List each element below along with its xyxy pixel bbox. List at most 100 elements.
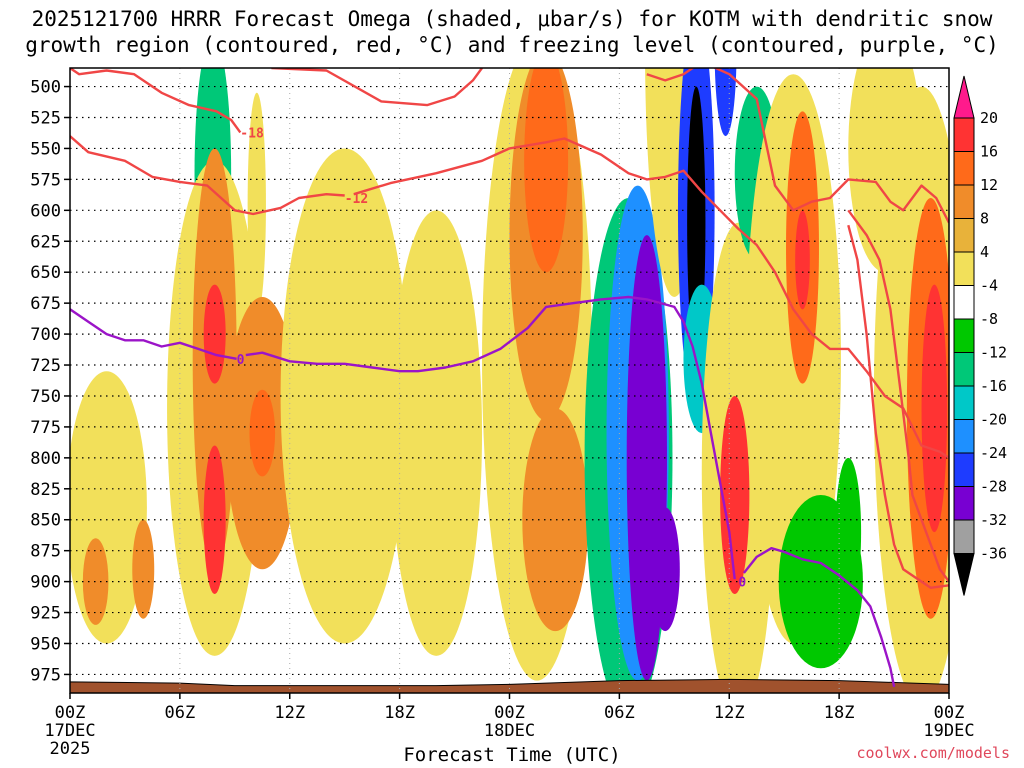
y-tick-label-900: 900 (30, 573, 61, 593)
y-tick-label-700: 700 (30, 325, 61, 345)
y-tick-label-925: 925 (30, 604, 61, 624)
omega-cell-12 (132, 519, 155, 619)
colorbar-swatch-1 (953, 151, 975, 186)
omega-cell-11 (82, 538, 109, 625)
colorbar-bottom-triangle (953, 553, 975, 596)
omega-cell-39 (921, 284, 948, 533)
colorbar-swatch-2 (953, 184, 975, 219)
x-tick-label-42: 18Z (824, 703, 855, 723)
dgz-label-0: -18 (240, 126, 264, 141)
y-tick-label-650: 650 (30, 263, 61, 283)
colorbar-swatch-7 (953, 352, 975, 387)
y-tick-label-850: 850 (30, 511, 61, 531)
colorbar-label-5: -4 (980, 277, 998, 295)
colorbar-swatch-6 (953, 318, 975, 353)
omega-shading (70, 68, 949, 693)
y-tick-label-725: 725 (30, 356, 61, 376)
colorbar-label-13: -36 (980, 545, 1007, 563)
gridlines (70, 68, 949, 693)
colorbar-swatch-8 (953, 385, 975, 420)
colorbar-label-9: -20 (980, 411, 1007, 429)
x-tick-label-30: 06Z (604, 703, 635, 723)
y-tick-label-750: 750 (30, 387, 61, 407)
colorbar-swatch-3 (953, 218, 975, 253)
omega-cell-29 (720, 395, 750, 594)
colorbar-swatch-5 (953, 285, 975, 320)
omega-cell-27 (714, 68, 737, 137)
chart-title-line-2: growth region (contoured, red, °C) and f… (25, 33, 999, 57)
x-tick-date-48: 19DEC (923, 721, 974, 741)
colorbar-label-11: -28 (980, 478, 1007, 496)
colorbar-label-10: -24 (980, 444, 1007, 462)
dgz-line-6 (847, 224, 949, 589)
omega-cell-14 (390, 210, 483, 656)
dgz-line-1 (70, 135, 345, 216)
x-tick-date-24: 18DEC (484, 721, 535, 741)
y-tick-label-600: 600 (30, 201, 61, 221)
y-tick-label-800: 800 (30, 449, 61, 469)
colorbar-label-0: 20 (980, 109, 998, 127)
colorbar-swatch-0 (953, 117, 975, 152)
x-tick-label-24: 00Z (494, 703, 525, 723)
y-tick-label-675: 675 (30, 294, 61, 314)
credit-text: coolwx.com/models (856, 744, 1010, 762)
colorbar-label-8: -16 (980, 377, 1007, 395)
dendritic-growth-contours: -18 -12 (70, 68, 949, 589)
freezing-line-3 (742, 547, 896, 688)
colorbar: 20 16 12 8 4 -4 -8 -12 -16 -20 -24 -28 -32 -36 (953, 75, 1007, 596)
x-tick-year-0: 2025 (50, 739, 91, 759)
x-tick-date-0: 17DEC (44, 721, 95, 741)
omega-cell-13 (280, 148, 409, 644)
dgz-line-5 (847, 209, 949, 583)
x-tick-label-0: 00Z (55, 703, 86, 723)
dgz-line-2 (353, 137, 949, 459)
freezing-line-1 (245, 295, 736, 580)
y-tick-label-550: 550 (30, 139, 61, 159)
freezing-label-0: 0 (237, 353, 245, 368)
omega-cell-22 (650, 507, 680, 632)
x-tick-label-6: 06Z (165, 703, 196, 723)
dgz-line-4 (646, 68, 949, 224)
plot-area: -18-12 00 (70, 68, 949, 693)
chart-title: 2025121700 HRRR Forecast Omega (shaded, … (0, 6, 1024, 58)
x-axis-title: Forecast Time (UTC) (403, 744, 621, 766)
colorbar-label-2: 12 (980, 176, 998, 194)
colorbar-swatch-4 (953, 251, 975, 286)
colorbar-label-7: -12 (980, 344, 1007, 362)
y-tick-label-950: 950 (30, 634, 61, 654)
y-tick-label-825: 825 (30, 480, 61, 500)
x-tick-label-18: 18Z (384, 703, 415, 723)
freezing-line-0 (70, 308, 237, 360)
y-tick-label-625: 625 (30, 232, 61, 252)
dgz-line-0 (70, 68, 242, 134)
x-tick-label-12: 12Z (274, 703, 305, 723)
colorbar-label-3: 8 (980, 210, 989, 228)
dgz-line-3 (271, 68, 483, 107)
colorbar-label-1: 16 (980, 143, 998, 161)
dgz-label-1: -12 (345, 192, 368, 207)
y-tick-label-975: 975 (30, 665, 61, 685)
freezing-level-contours: 00 (70, 295, 896, 688)
y-tick-label-775: 775 (30, 418, 61, 438)
colorbar-top-triangle (953, 75, 975, 119)
y-tick-label-525: 525 (30, 109, 61, 129)
colorbar-swatch-9 (953, 419, 975, 454)
chart-title-line-1: 2025121700 HRRR Forecast Omega (shaded, … (31, 7, 993, 31)
y-tick-label-875: 875 (30, 542, 61, 562)
colorbar-label-4: 4 (980, 243, 989, 261)
colorbar-swatch-12 (953, 519, 975, 554)
omega-cell-33 (795, 210, 810, 310)
omega-cell-35 (835, 457, 862, 607)
omega-cell-17 (522, 408, 589, 632)
y-axis: 500 525 550 575 600 625 650 675 700 725 750 775 800 8… (30, 78, 70, 685)
x-tick-label-36: 12Z (714, 703, 745, 723)
omega-cell-9 (249, 389, 276, 477)
y-tick-label-575: 575 (30, 170, 61, 190)
freezing-label-2: 0 (738, 576, 746, 591)
colorbar-label-6: -8 (980, 310, 998, 328)
x-tick-label-48: 00Z (934, 703, 965, 723)
colorbar-label-12: -32 (980, 511, 1007, 529)
omega-cell-18 (524, 68, 569, 273)
